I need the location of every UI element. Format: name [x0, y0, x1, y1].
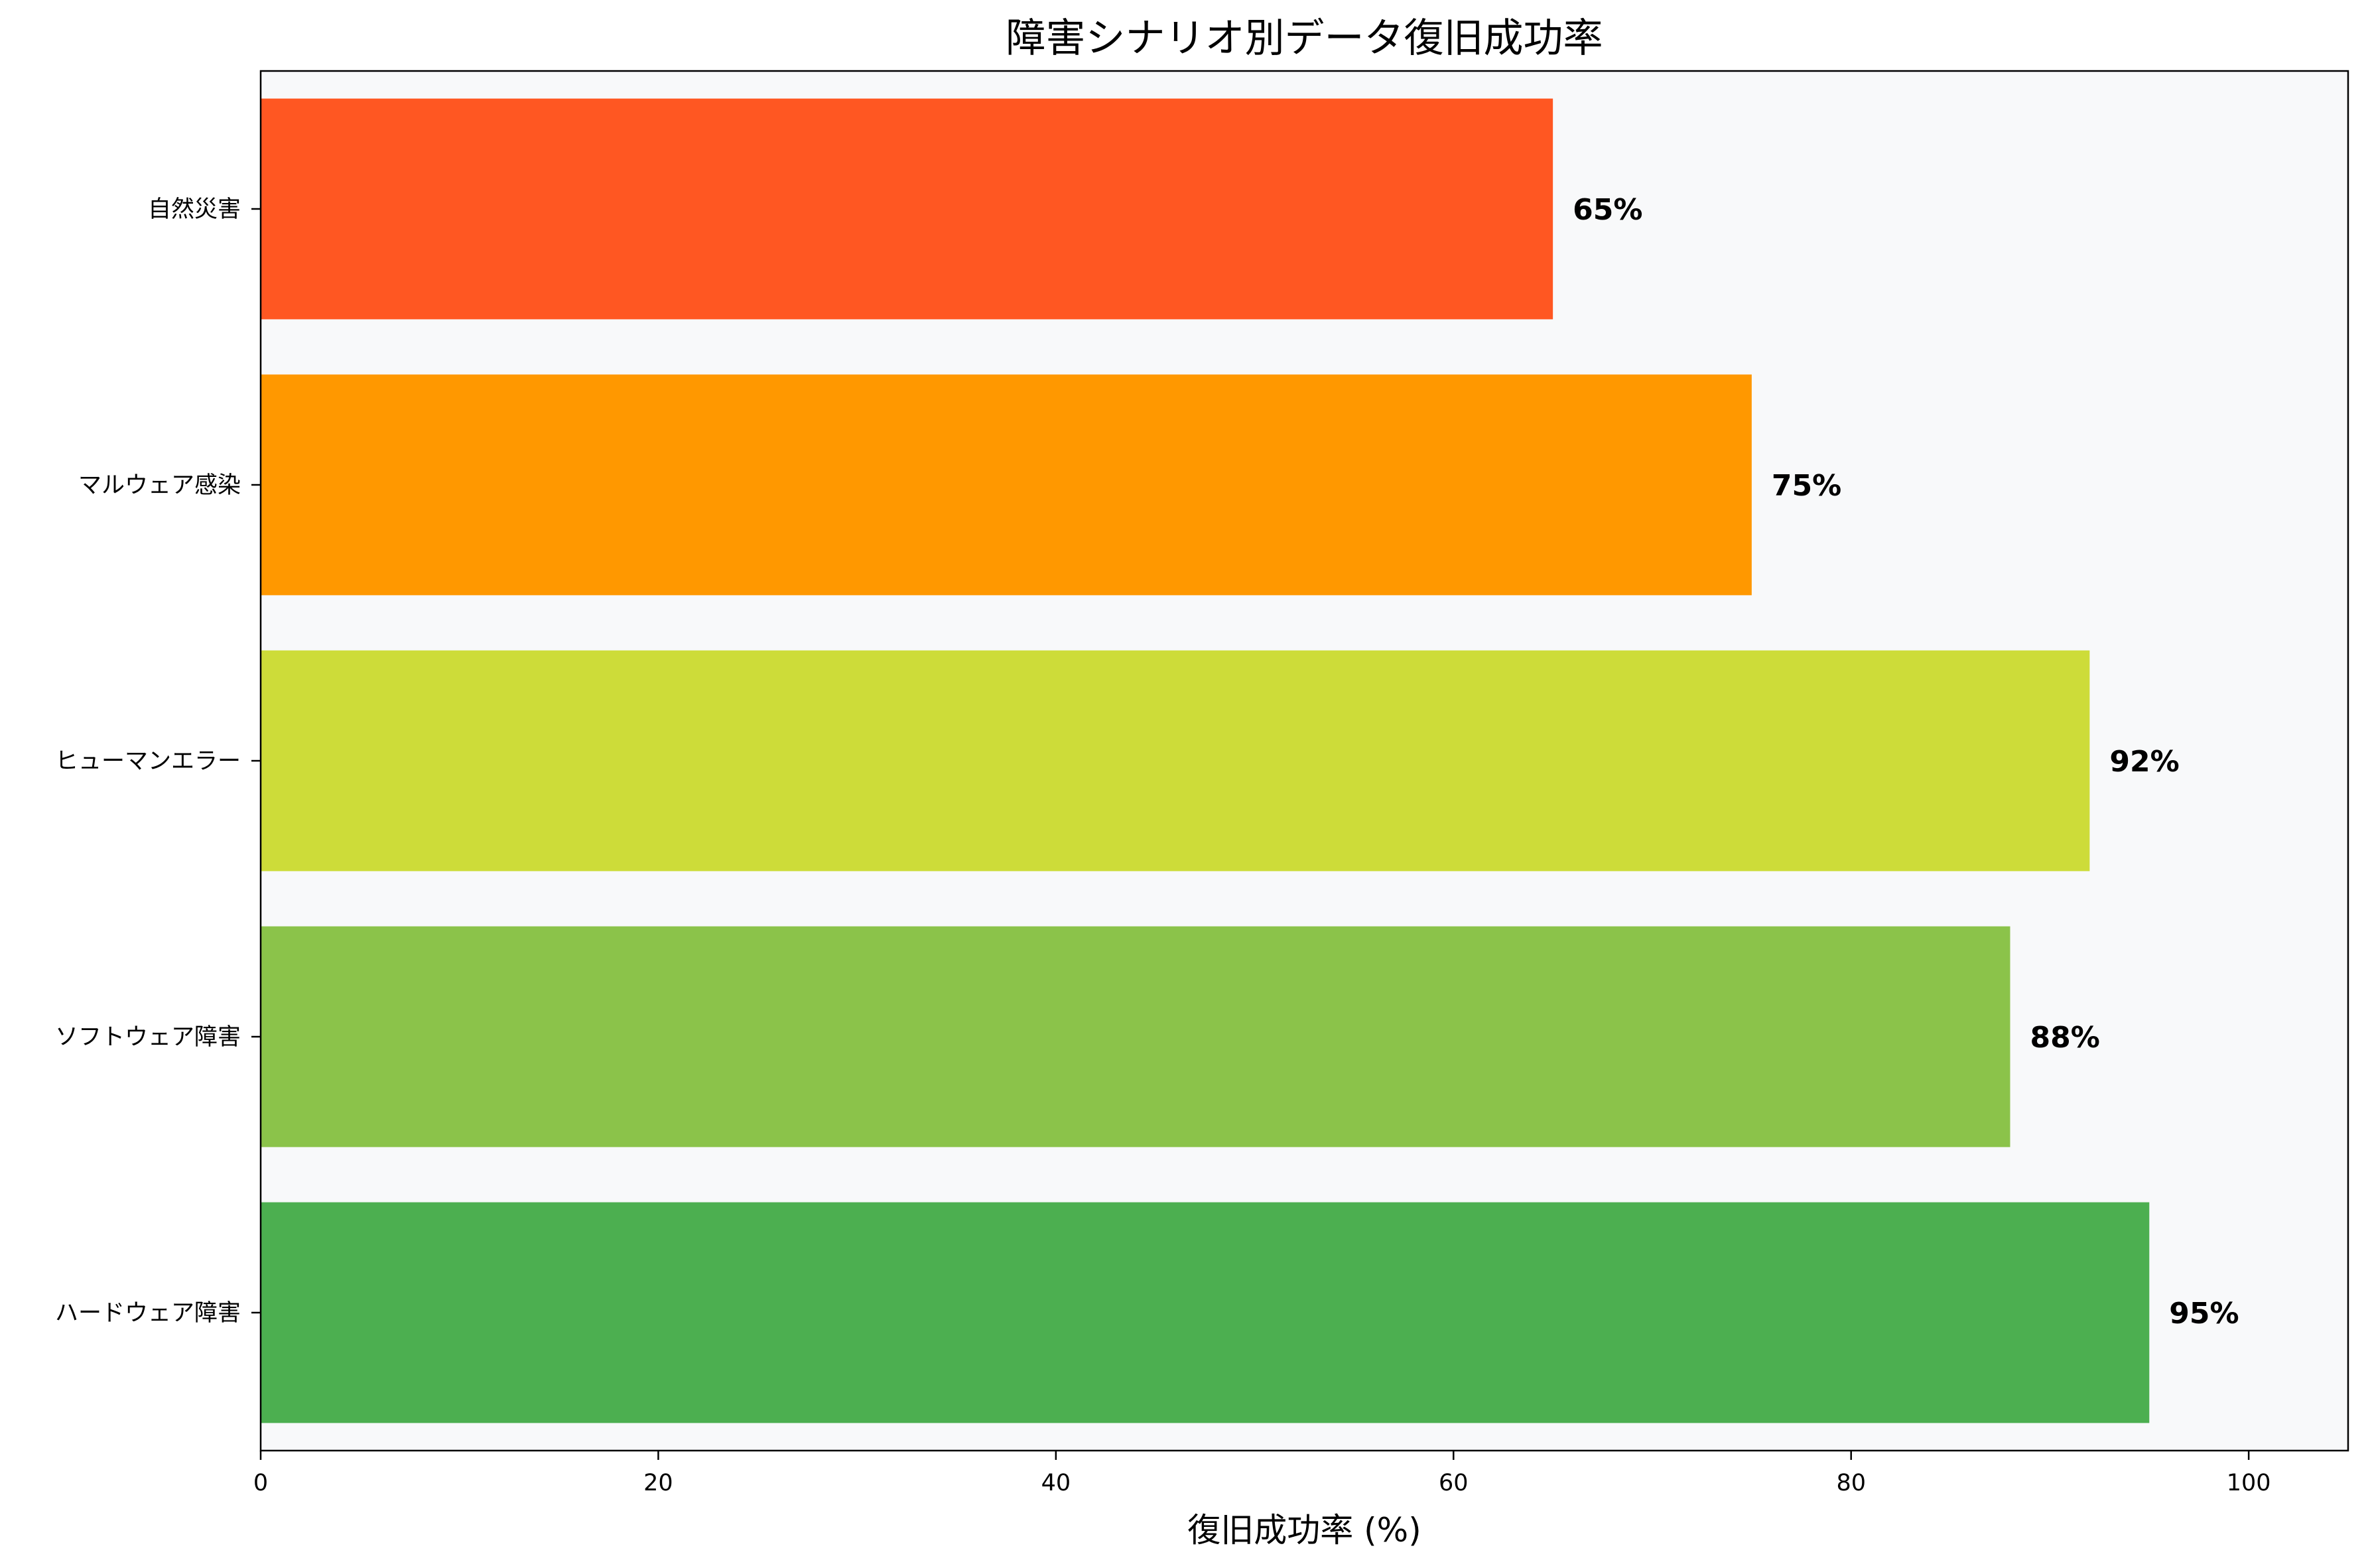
x-tick-label-0: 0: [253, 1470, 268, 1496]
data-labels-layer: 95% 88% 92% 75% 65%: [1573, 193, 2239, 1331]
data-label-0: 95%: [2169, 1297, 2239, 1331]
data-label-4: 65%: [1573, 193, 1642, 227]
chart-title: 障害シナリオ別データ復旧成功率: [1006, 15, 1603, 62]
y-tick-label-4: 自然災害: [148, 196, 241, 223]
x-tick-label-5: 100: [2227, 1470, 2271, 1496]
x-tick-label-3: 60: [1439, 1470, 1469, 1496]
data-label-3: 75%: [1772, 469, 1841, 503]
bar-0: [261, 1202, 2150, 1423]
bar-4: [261, 98, 1553, 320]
y-tick-label-2: ヒューマンエラー: [55, 748, 241, 775]
bar-2: [261, 650, 2090, 872]
bar-3: [261, 374, 1752, 596]
data-label-1: 88%: [2030, 1021, 2099, 1055]
x-tick-label-1: 20: [643, 1470, 673, 1496]
data-label-2: 92%: [2109, 745, 2179, 779]
bars-layer: [261, 98, 2150, 1423]
y-tick-label-3: マルウェア感染: [78, 472, 241, 499]
x-tick-label-4: 80: [1836, 1470, 1866, 1496]
y-tick-label-0: ハードウェア障害: [55, 1300, 241, 1327]
x-axis: 0 20 40 60 80 100: [253, 1451, 2271, 1496]
x-tick-label-2: 40: [1041, 1470, 1071, 1496]
y-tick-label-1: ソフトウェア障害: [55, 1024, 241, 1051]
x-axis-title: 復旧成功率 (%): [1187, 1511, 1421, 1549]
plot-frame: [259, 70, 2349, 1452]
bar-1: [261, 926, 2010, 1147]
